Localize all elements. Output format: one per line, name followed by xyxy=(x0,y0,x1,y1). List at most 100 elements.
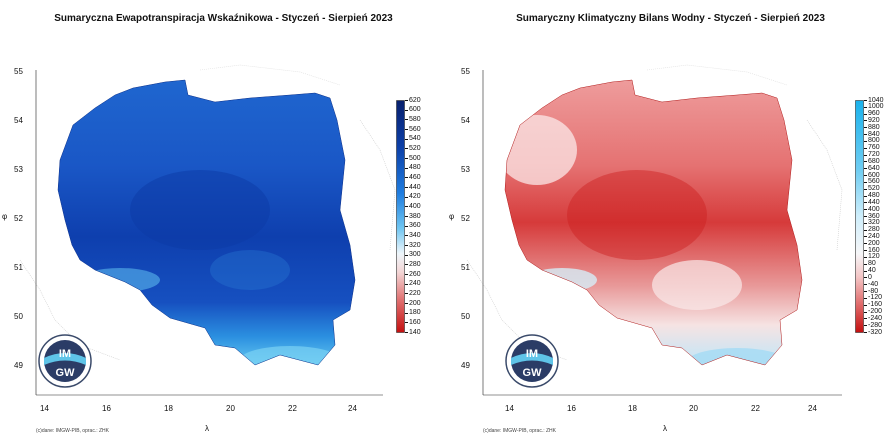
colorbar-tick-label: 340 xyxy=(409,231,421,239)
y-axis-label: φ xyxy=(449,212,455,221)
y-tick: 53 xyxy=(14,165,23,174)
colorbar-tick xyxy=(864,140,867,142)
colorbar-tick-label: 320 xyxy=(409,241,421,249)
logo-text-bottom: GW xyxy=(523,367,543,379)
y-tick: 51 xyxy=(14,263,23,272)
colorbar-tick xyxy=(405,138,408,140)
colorbar-tick xyxy=(864,256,867,258)
colorbar-tick-label: 220 xyxy=(409,289,421,297)
colorbar-tick-label: 420 xyxy=(409,193,421,201)
colorbar-tick-label: 560 xyxy=(868,178,880,186)
panel-evapotranspiration: Sumaryczna Ewapotranspiracja Wskaźnikowa… xyxy=(2,13,421,434)
credit-text: (c)dane: IMGW-PIB, oprac.: ZHK xyxy=(36,428,109,434)
y-tick: 52 xyxy=(461,214,470,223)
colorbar-tick-label: 620 xyxy=(409,96,421,104)
colorbar-tick-label: 400 xyxy=(409,202,421,210)
colorbar-tick-label: 120 xyxy=(868,253,880,261)
colorbar-tick-label: -320 xyxy=(868,328,883,336)
colorbar-tick xyxy=(864,311,867,313)
x-axis-label: λ xyxy=(205,424,209,433)
colorbar-tick xyxy=(864,181,867,183)
colorbar-tick xyxy=(405,158,408,159)
x-tick: 20 xyxy=(226,404,235,413)
colorbar-tick-label: 300 xyxy=(409,251,421,259)
colorbar-tick-label: 760 xyxy=(868,144,880,152)
x-tick: 14 xyxy=(40,404,49,413)
colorbar-tick-label: 160 xyxy=(868,246,880,254)
colorbar-tick-label: 960 xyxy=(868,110,880,118)
colorbar-tick-label: 280 xyxy=(409,260,421,268)
colorbar-tick xyxy=(864,250,867,252)
colorbar-tick xyxy=(864,236,867,238)
colorbar-tick-label: 840 xyxy=(868,130,880,138)
colorbar-tick xyxy=(864,284,867,286)
logo-text-bottom: GW xyxy=(56,367,76,379)
colorbar-tick xyxy=(864,113,867,115)
colorbar-tick-label: 280 xyxy=(868,226,880,234)
colorbar-tick xyxy=(864,209,867,211)
panel-water-balance: Sumaryczny Klimatyczny Bilans Wodny - St… xyxy=(447,0,894,443)
colorbar-tick xyxy=(864,147,867,149)
y-tick: 54 xyxy=(461,116,470,125)
water-balance-map xyxy=(466,64,843,396)
credit-text: (c)dane: IMGW-PIB, oprac.: ZHK xyxy=(483,428,556,434)
colorbar-tick-label: 240 xyxy=(868,232,880,240)
colorbar-tick xyxy=(864,229,867,231)
colorbar-tick xyxy=(864,195,867,197)
colorbar-tick xyxy=(864,243,867,245)
colorbar-tick xyxy=(405,283,408,285)
colorbar-tick-label: 600 xyxy=(868,171,880,179)
x-tick: 14 xyxy=(505,404,514,413)
colorbar-tick-label: 520 xyxy=(868,185,880,193)
colorbar-tick xyxy=(864,168,867,170)
colorbar-tick-label: -200 xyxy=(868,308,883,316)
y-tick: 51 xyxy=(461,263,470,272)
colorbar-tick xyxy=(405,216,408,217)
x-axis-label: λ xyxy=(663,424,667,433)
colorbar-tick xyxy=(864,270,867,272)
colorbar-tick-label: -120 xyxy=(868,294,883,302)
colorbar-tick xyxy=(405,303,408,304)
colorbar-tick xyxy=(864,154,867,156)
y-axis-label: φ xyxy=(2,212,8,221)
x-tick: 22 xyxy=(751,404,760,413)
colorbar-tick xyxy=(864,188,867,190)
y-tick: 53 xyxy=(461,165,470,174)
colorbar-tick-label: 880 xyxy=(868,123,880,131)
y-tick: 50 xyxy=(14,312,23,321)
colorbar-tick-label: 520 xyxy=(409,144,421,152)
colorbar xyxy=(855,100,864,333)
colorbar-tick-label: -80 xyxy=(868,287,879,295)
imgw-logo: IM GW xyxy=(38,334,92,388)
colorbar-tick xyxy=(864,175,867,177)
colorbar-tick-label: 440 xyxy=(409,183,421,191)
colorbar-tick xyxy=(864,304,867,306)
colorbar-tick xyxy=(864,106,867,108)
colorbar-tick-label: 40 xyxy=(868,267,876,275)
colorbar-tick xyxy=(864,297,867,299)
colorbar-tick xyxy=(864,202,867,204)
colorbar-tick-label: 260 xyxy=(409,270,421,278)
colorbar-tick xyxy=(864,127,867,129)
colorbar xyxy=(396,100,405,333)
y-tick: 52 xyxy=(14,214,23,223)
colorbar-tick xyxy=(405,100,408,101)
colorbar-tick xyxy=(864,216,867,217)
x-tick: 20 xyxy=(689,404,698,413)
colorbar-tick-label: 0 xyxy=(868,273,872,281)
colorbar-tick-label: 580 xyxy=(409,115,421,123)
colorbar-tick xyxy=(405,245,408,246)
colorbar-tick-label: 920 xyxy=(868,116,880,124)
colorbar-tick-label: 200 xyxy=(409,299,421,307)
colorbar-tick xyxy=(864,222,867,224)
poland-shape xyxy=(57,79,356,366)
colorbar-tick xyxy=(405,332,408,333)
colorbar-tick xyxy=(864,134,867,136)
colorbar-tick xyxy=(864,318,867,320)
x-tick: 16 xyxy=(102,404,111,413)
colorbar-tick xyxy=(405,187,408,188)
x-tick: 16 xyxy=(567,404,576,413)
colorbar-tick xyxy=(405,293,408,295)
colorbar-tick-label: -40 xyxy=(868,280,879,288)
x-tick: 24 xyxy=(348,404,357,413)
